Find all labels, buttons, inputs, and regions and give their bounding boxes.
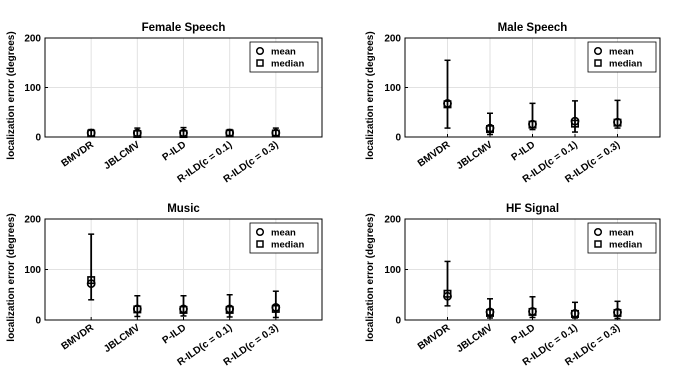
median-point	[179, 130, 188, 139]
x-tick-label: JBLCMV	[455, 322, 495, 355]
x-tick-label: BMVDR	[416, 139, 453, 169]
x-tick-label: BMVDR	[416, 322, 453, 352]
x-tick-label: P-ILD	[510, 322, 538, 346]
median-point	[87, 276, 96, 285]
median-point	[271, 129, 280, 138]
median-point	[570, 309, 579, 318]
y-tick-label: 200	[384, 215, 401, 226]
legend-box	[249, 41, 319, 73]
y-axis-label: localization error (degrees)	[365, 213, 376, 341]
legend-median-label: median	[271, 59, 304, 70]
legend-median-label: median	[609, 240, 642, 251]
y-tick-label: 0	[395, 316, 401, 327]
y-tick-label: 100	[24, 265, 41, 276]
median-point	[443, 289, 452, 298]
legend-mean-marker	[255, 46, 265, 56]
y-tick-label: 200	[24, 215, 41, 226]
y-tick-label: 0	[35, 316, 41, 327]
legend-median-marker	[594, 240, 602, 248]
legend-mean-label: mean	[609, 47, 634, 58]
x-tick-label: P-ILD	[510, 139, 538, 163]
median-point	[271, 304, 280, 313]
chart-title: Music	[167, 203, 200, 215]
legend-box	[249, 222, 319, 254]
legend-box	[587, 222, 657, 254]
legend-median-label: median	[609, 59, 642, 70]
chart-title: Female Speech	[142, 22, 226, 34]
median-point	[133, 130, 142, 139]
median-point	[225, 129, 234, 138]
median-point	[87, 129, 96, 138]
median-point	[613, 118, 622, 127]
median-point	[225, 305, 234, 314]
chart-title: Male Speech	[498, 22, 568, 34]
legend-median-marker	[594, 59, 602, 67]
y-tick-label: 0	[35, 133, 41, 144]
x-tick-label: JBLCMV	[455, 139, 495, 172]
y-tick-label: 0	[395, 133, 401, 144]
y-axis-label: localization error (degrees)	[6, 213, 17, 341]
y-axis-label: localization error (degrees)	[6, 31, 17, 159]
legend-box	[587, 41, 657, 73]
y-tick-label: 100	[384, 83, 401, 94]
legend-median-label: median	[271, 240, 304, 251]
median-point	[528, 307, 537, 316]
legend-mean-label: mean	[609, 228, 634, 239]
x-tick-label: BMVDR	[60, 322, 97, 352]
median-point	[133, 305, 142, 314]
legend-mean-marker	[593, 227, 603, 237]
legend-mean-marker	[593, 46, 603, 56]
median-point	[485, 125, 494, 134]
chart-title: HF Signal	[506, 203, 559, 215]
legend-mean-label: mean	[271, 47, 296, 58]
y-tick-label: 100	[24, 83, 41, 94]
median-point	[570, 119, 579, 128]
y-axis-label: localization error (degrees)	[365, 31, 376, 159]
legend-median-marker	[256, 59, 264, 67]
x-tick-label: P-ILD	[161, 139, 189, 163]
y-tick-label: 200	[384, 34, 401, 45]
x-tick-label: P-ILD	[161, 322, 189, 346]
y-tick-label: 100	[384, 265, 401, 276]
median-point	[485, 308, 494, 317]
legend-median-marker	[256, 240, 264, 248]
x-tick-label: JBLCMV	[102, 322, 142, 355]
x-tick-label: BMVDR	[60, 139, 97, 169]
legend-mean-marker	[255, 227, 265, 237]
median-point	[613, 308, 622, 317]
y-tick-label: 200	[24, 34, 41, 45]
x-tick-label: JBLCMV	[102, 139, 142, 172]
legend-mean-label: mean	[271, 228, 296, 239]
median-point	[528, 120, 537, 129]
median-point	[443, 100, 452, 109]
median-point	[179, 305, 188, 314]
